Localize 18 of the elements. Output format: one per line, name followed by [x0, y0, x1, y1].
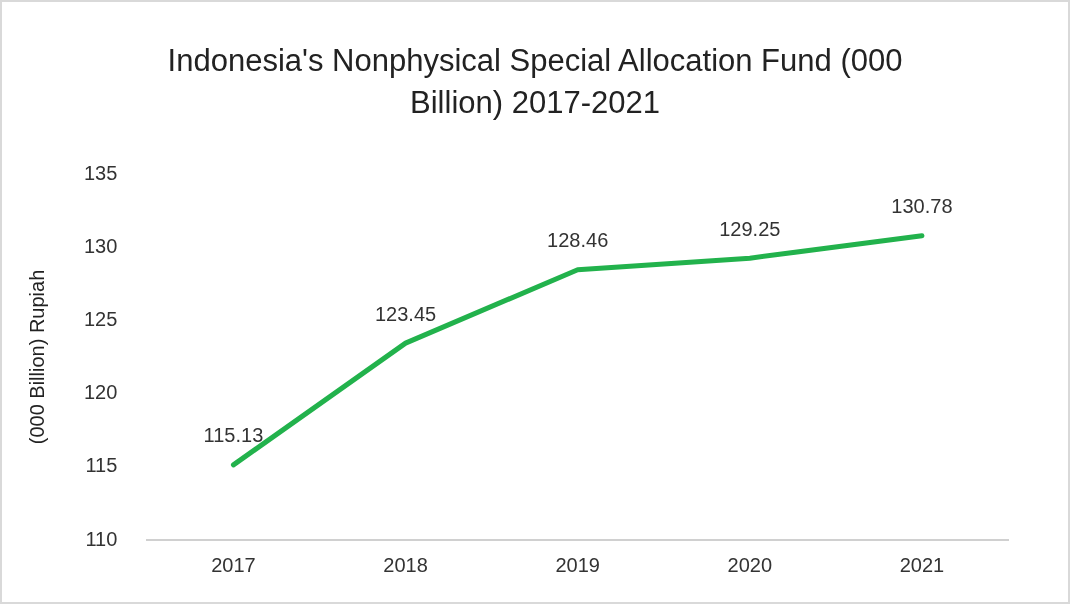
- data-label: 123.45: [374, 302, 437, 325]
- y-tick-label: 135: [83, 161, 118, 184]
- data-label: 129.25: [719, 217, 781, 240]
- y-tick-label: 110: [85, 527, 118, 550]
- y-tick-label: 115: [85, 454, 118, 477]
- y-tick-label: 125: [83, 307, 118, 330]
- x-tick-label: 2019: [555, 553, 600, 576]
- data-label: 115.13: [203, 424, 264, 447]
- y-tick-label: 130: [83, 234, 118, 257]
- data-label: 130.78: [891, 195, 953, 218]
- y-tick-label: 120: [83, 381, 118, 404]
- x-tick-label: 2018: [383, 553, 428, 576]
- x-tick-label: 2020: [727, 553, 773, 576]
- chart-title: Indonesia's Nonphysical Special Allocation Fund (000 Billion) 2017-2021: [166, 42, 904, 122]
- x-tick-label: 2021: [899, 553, 945, 576]
- y-axis-title: (000 Billion) Rupiah: [25, 269, 48, 445]
- data-label: 128.46: [547, 229, 609, 252]
- x-tick-label: 2017: [211, 553, 256, 576]
